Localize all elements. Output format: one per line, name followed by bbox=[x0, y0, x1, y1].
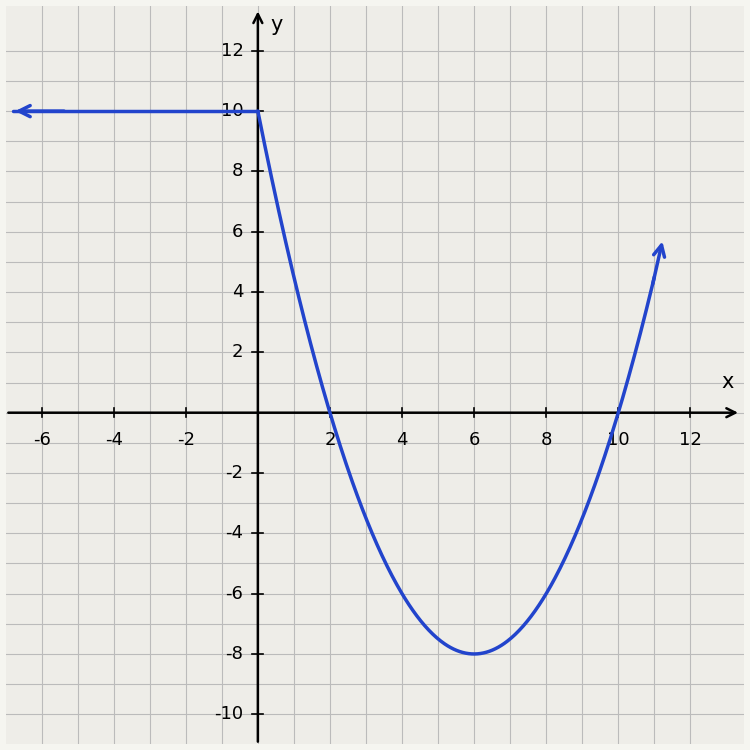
Text: 6: 6 bbox=[469, 430, 480, 448]
Text: 2: 2 bbox=[324, 430, 336, 448]
Text: 10: 10 bbox=[607, 430, 629, 448]
Text: 6: 6 bbox=[232, 223, 244, 241]
Text: 4: 4 bbox=[396, 430, 408, 448]
Text: -6: -6 bbox=[226, 585, 244, 603]
Text: 4: 4 bbox=[232, 283, 244, 301]
Text: -8: -8 bbox=[226, 645, 244, 663]
Text: -6: -6 bbox=[33, 430, 50, 448]
Text: 10: 10 bbox=[220, 102, 244, 120]
Text: -4: -4 bbox=[226, 524, 244, 542]
Text: y: y bbox=[271, 14, 283, 34]
Text: 2: 2 bbox=[232, 344, 244, 362]
Text: 12: 12 bbox=[679, 430, 702, 448]
Text: -2: -2 bbox=[226, 464, 244, 482]
Text: x: x bbox=[722, 371, 734, 392]
Text: 8: 8 bbox=[541, 430, 552, 448]
Text: -10: -10 bbox=[214, 705, 244, 723]
Text: 8: 8 bbox=[232, 163, 244, 181]
Text: 12: 12 bbox=[220, 42, 244, 60]
Text: -2: -2 bbox=[177, 430, 195, 448]
Text: -4: -4 bbox=[105, 430, 123, 448]
